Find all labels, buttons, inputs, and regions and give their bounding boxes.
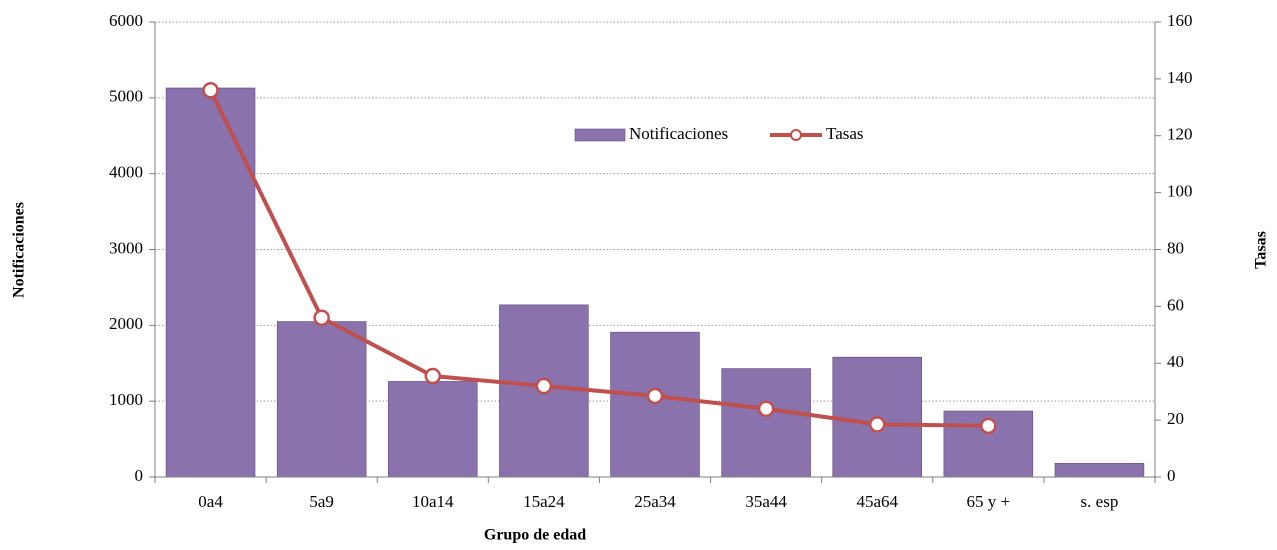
y2-tick-label: 80 xyxy=(1167,238,1184,257)
y2-tick-label: 20 xyxy=(1167,409,1184,428)
line xyxy=(208,89,989,428)
y2-tick-label: 100 xyxy=(1167,182,1193,201)
y-axis-label: Notificaciones xyxy=(11,202,28,298)
bar xyxy=(276,321,367,478)
y2-tick-label: 120 xyxy=(1167,125,1193,144)
x-tick-label: 25a34 xyxy=(634,492,676,511)
line-marker xyxy=(980,417,997,435)
y-tick-label: 5000 xyxy=(109,87,143,106)
x-tick-label: 10a14 xyxy=(412,492,454,511)
x-tick-label: 0a4 xyxy=(198,492,223,511)
y-tick-label: 0 xyxy=(135,466,144,485)
y2-tick-label: 140 xyxy=(1167,68,1193,87)
line-marker xyxy=(868,416,886,433)
legend-marker xyxy=(790,129,802,141)
legend-swatch xyxy=(574,128,626,142)
y-tick-label: 2000 xyxy=(109,314,143,333)
y2-tick-label: 160 xyxy=(1167,11,1193,30)
line-marker xyxy=(535,377,553,395)
legend-label: Tasas xyxy=(826,124,864,143)
bar xyxy=(165,87,256,478)
bar xyxy=(1054,463,1145,478)
line-marker xyxy=(757,400,775,417)
x-tick-label: 35a44 xyxy=(745,492,787,511)
bar xyxy=(943,410,1034,478)
y2-axis-label: Tasas xyxy=(1253,231,1270,269)
y-tick-label: 1000 xyxy=(109,390,143,409)
bar xyxy=(388,381,478,478)
legend-label: Notificaciones xyxy=(629,124,728,143)
y-tick-label: 6000 xyxy=(109,11,143,30)
y-tick-label: 3000 xyxy=(109,238,143,257)
line-marker xyxy=(313,309,330,326)
line-marker xyxy=(424,367,442,385)
line-marker xyxy=(202,82,219,99)
x-tick-label: 65 y + xyxy=(967,492,1011,511)
x-tick-label: s. esp xyxy=(1081,492,1119,511)
x-tick-label: 15a24 xyxy=(523,492,565,511)
x-tick-label: 45a64 xyxy=(856,492,898,511)
y2-tick-label: 40 xyxy=(1167,352,1184,371)
x-axis-label: Grupo de edad xyxy=(484,527,586,544)
bar xyxy=(610,331,700,478)
bar xyxy=(721,368,811,478)
y2-tick-label: 0 xyxy=(1167,466,1176,485)
y-tick-label: 4000 xyxy=(109,163,143,182)
y2-tick-label: 60 xyxy=(1167,295,1184,314)
line-marker xyxy=(646,387,664,405)
x-tick-label: 5a9 xyxy=(309,492,334,511)
